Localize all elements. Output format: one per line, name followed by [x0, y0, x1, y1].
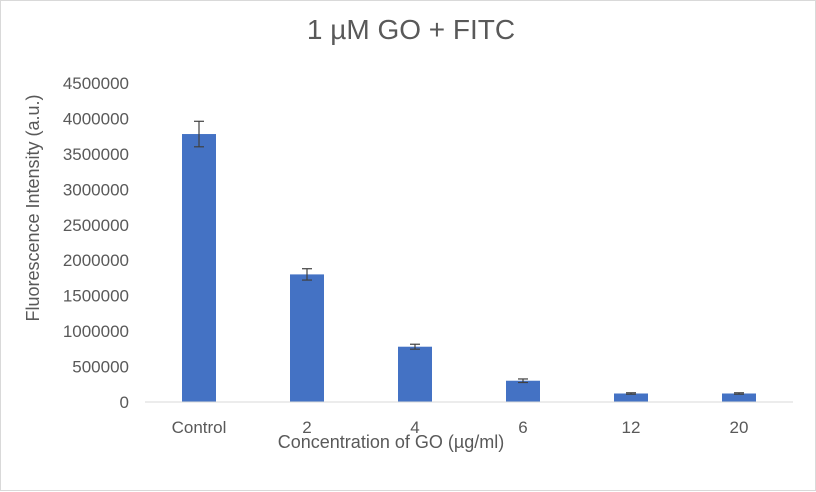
- error-bar: [194, 120, 204, 148]
- y-tick-label: 1000000: [63, 322, 129, 341]
- y-tick-label: 500000: [72, 358, 129, 377]
- error-bars: [194, 120, 744, 395]
- y-tick-label: 2500000: [63, 216, 129, 235]
- error-bar: [518, 378, 528, 384]
- bar-4: [398, 346, 432, 402]
- y-tick-label: 1500000: [63, 287, 129, 306]
- y-tick-label: 4500000: [63, 74, 129, 93]
- error-bar: [734, 392, 744, 395]
- y-axis-label: Fluorescence Intensity (a.u.): [23, 94, 43, 321]
- bar-6: [506, 380, 540, 402]
- y-tick-label: 2000000: [63, 251, 129, 270]
- y-tick-label: 3000000: [63, 180, 129, 199]
- x-tick-label: 4: [410, 418, 419, 437]
- x-tick-label: 12: [622, 418, 641, 437]
- bars: [182, 134, 756, 403]
- bar-2: [290, 274, 324, 402]
- chart-title: 1 µM GO + FITC: [307, 14, 515, 45]
- bar-control: [182, 134, 216, 403]
- bar-12: [614, 393, 648, 402]
- error-bar: [410, 343, 420, 350]
- y-tick-label: 3500000: [63, 145, 129, 164]
- x-tick-labels: Control 2 4 6 12 20: [172, 418, 749, 437]
- x-tick-label: Control: [172, 418, 227, 437]
- x-tick-label: 2: [302, 418, 311, 437]
- bar-20: [722, 393, 756, 402]
- x-tick-label: 20: [730, 418, 749, 437]
- y-tick-label: 0: [120, 393, 129, 412]
- x-axis-label: Concentration of GO (µg/ml): [278, 432, 504, 452]
- x-tick-label: 6: [518, 418, 527, 437]
- y-tick-labels: 0 500000 1000000 1500000 2000000 2500000 30000…: [63, 74, 129, 412]
- error-bar: [302, 268, 312, 281]
- error-bar: [626, 392, 636, 395]
- y-tick-label: 4000000: [63, 109, 129, 128]
